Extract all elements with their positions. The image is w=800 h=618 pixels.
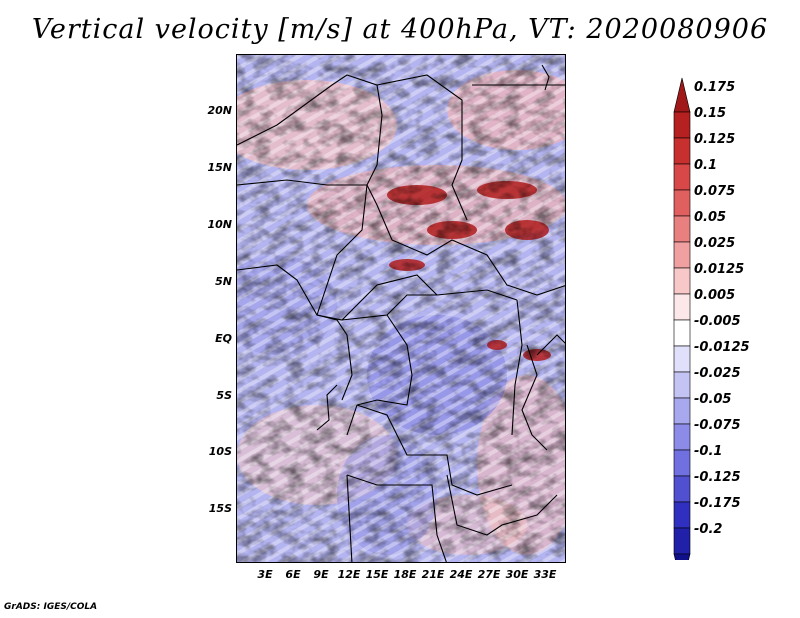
lon-label-15e: 15E (365, 568, 389, 581)
lon-label-12e: 12E (337, 568, 361, 581)
lat-label-15n: 15N (207, 161, 232, 174)
lon-label-21e: 21E (421, 568, 445, 581)
colorbar-label-10: -0.0125 (694, 340, 750, 355)
colorbar-label-0: 0.175 (694, 80, 736, 95)
colorbar-label-17: -0.2 (694, 522, 723, 537)
colorbar-label-13: -0.075 (694, 418, 741, 433)
colorbar-segment-8 (673, 293, 691, 321)
lat-label-5n: 5N (215, 275, 232, 288)
colorbar-label-2: 0.125 (694, 132, 736, 147)
lat-label-20n: 20N (207, 104, 232, 117)
colorbar-segment-14 (673, 449, 691, 477)
colorbar-segment-16 (673, 501, 691, 529)
lat-label-15s: 15S (208, 502, 232, 515)
lat-label-eq: EQ (215, 332, 232, 345)
lon-label-24e: 24E (449, 568, 473, 581)
lon-label-9e: 9E (313, 568, 329, 581)
lon-label-18e: 18E (393, 568, 417, 581)
colorbar-segment-4 (673, 189, 691, 217)
map-panel (236, 54, 566, 563)
lon-label-6e: 6E (285, 568, 301, 581)
country-borders (237, 64, 565, 562)
lon-label-27e: 27E (477, 568, 501, 581)
colorbar-segment-1 (673, 111, 691, 139)
colorbar-label-5: 0.05 (694, 210, 727, 225)
lat-label-10s: 10S (208, 445, 232, 458)
vertical-velocity-field (237, 55, 565, 562)
colorbar-label-7: 0.0125 (694, 262, 745, 277)
colorbar-label-12: -0.05 (694, 392, 732, 407)
colorbar-label-6: 0.025 (694, 236, 736, 251)
colorbar-segment-9 (673, 319, 691, 347)
lon-label-33e: 33E (533, 568, 557, 581)
colorbar-label-3: 0.1 (694, 158, 718, 173)
colorbar-label-11: -0.025 (694, 366, 741, 381)
colorbar-segment-17 (673, 527, 691, 555)
colorbar-segment-2 (673, 137, 691, 165)
colorbar-label-9: -0.005 (694, 314, 741, 329)
lat-label-10n: 10N (207, 218, 232, 231)
colorbar-segment-0 (673, 77, 691, 113)
lon-label-30e: 30E (505, 568, 529, 581)
colorbar-segment-6 (673, 241, 691, 269)
lon-label-3e: 3E (257, 568, 273, 581)
colorbar-segment-3 (673, 163, 691, 191)
colorbar-segment-13 (673, 423, 691, 451)
colorbar-label-14: -0.1 (694, 444, 723, 459)
chart-title: Vertical velocity [m/s] at 400hPa, VT: 2… (31, 14, 769, 45)
colorbar-segment-5 (673, 215, 691, 243)
colorbar (673, 77, 691, 560)
colorbar-segment-11 (673, 371, 691, 399)
colorbar-label-15: -0.125 (694, 470, 741, 485)
colorbar-label-16: -0.175 (694, 496, 741, 511)
colorbar-segment-12 (673, 397, 691, 425)
colorbar-label-8: 0.005 (694, 288, 736, 303)
colorbar-segment-7 (673, 267, 691, 295)
grads-credit: GrADS: IGES/COLA (4, 602, 98, 612)
colorbar-segment-18 (673, 553, 691, 560)
lat-label-5s: 5S (216, 389, 232, 402)
colorbar-segment-10 (673, 345, 691, 373)
colorbar-segment-15 (673, 475, 691, 503)
colorbar-label-4: 0.075 (694, 184, 736, 199)
colorbar-label-1: 0.15 (694, 106, 727, 121)
